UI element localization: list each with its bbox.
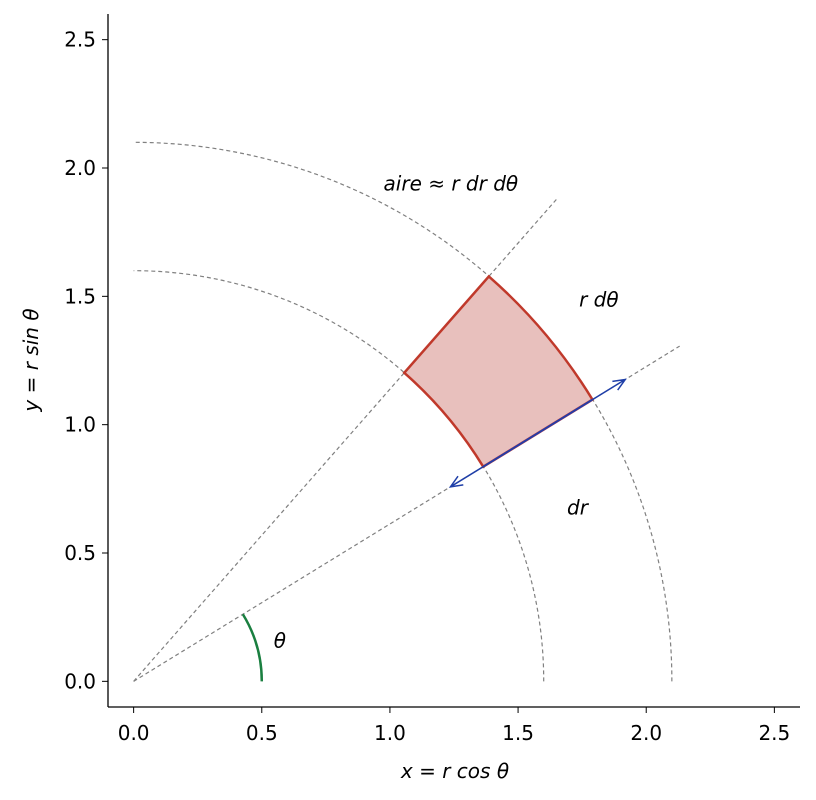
x-axis-label: x = r cos θ: [400, 759, 509, 783]
annotation-arc: r dθ: [579, 287, 619, 311]
y-tick-label: 0.0: [64, 669, 96, 693]
y-tick-label: 2.5: [64, 28, 96, 52]
annotation-radial: dr: [567, 496, 590, 520]
area-element: [402, 274, 595, 469]
theta-arc: [241, 613, 264, 682]
y-tick-label: 1.5: [64, 284, 96, 308]
x-tick-label: 1.0: [374, 721, 406, 745]
dr-arrow: [448, 378, 627, 488]
x-tick-label: 2.5: [758, 721, 790, 745]
y-tick-label: 2.0: [64, 156, 96, 180]
guide-arc: [133, 141, 673, 682]
x-tick-label: 2.0: [630, 721, 662, 745]
x-tick-label: 1.5: [502, 721, 534, 745]
annotation-angle: θ: [274, 628, 286, 652]
annotation-area: aire ≈ r dr dθ: [384, 171, 519, 195]
y-tick-label: 0.5: [64, 541, 96, 565]
x-tick-label: 0.5: [246, 721, 278, 745]
y-axis-label: y = r sin θ: [19, 308, 43, 412]
x-tick-label: 0.0: [118, 721, 150, 745]
y-tick-label: 1.0: [64, 413, 96, 437]
